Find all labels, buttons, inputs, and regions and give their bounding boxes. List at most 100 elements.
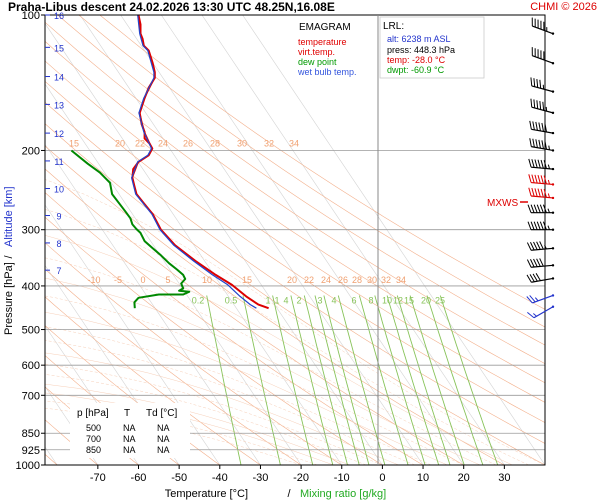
mixing-ratio-line (358, 295, 409, 465)
wind-barb-feather (535, 121, 538, 131)
wind-barb (529, 120, 555, 135)
lrl-alt: alt: 6238 m ASL (387, 34, 451, 44)
wind-barbs (526, 17, 555, 319)
wind-barb-feather (528, 187, 532, 197)
altitude-axis: 16 15 14 13 12 11 10 9 8 7 (45, 11, 64, 276)
wind-barb-half-feather (534, 297, 539, 302)
mixing-ratio-line (242, 295, 281, 465)
x-tick-label: -10 (334, 472, 350, 484)
wind-barb-feather (535, 273, 541, 281)
wind-barb-feather (529, 120, 532, 130)
table-row-500-p: 500 (86, 423, 101, 433)
wind-barb-half-feather (547, 225, 550, 230)
profile-series (70, 15, 269, 310)
wind-barb-feather (530, 242, 535, 251)
wind-barb-half-feather (547, 164, 550, 169)
table-row-850-t: NA (123, 445, 136, 455)
dry-adiabat-label-upper: 34 (289, 138, 299, 148)
moist-adiabat-line (45, 363, 383, 465)
mixing-ratio-label: 15 (404, 295, 414, 305)
x-tick-label: -20 (293, 472, 309, 484)
wind-barb-feather (533, 221, 538, 230)
wind-barb-feather (537, 159, 541, 169)
wind-barb-feather (530, 77, 533, 86)
table-row-850-p: 850 (86, 445, 101, 455)
isotherm-line (120, 15, 424, 465)
table-row-500-td: NA (157, 423, 170, 433)
dry-adiabat-label-upper: 32 (264, 138, 274, 148)
wind-barb-feather (534, 159, 538, 168)
table-header-t: T (124, 408, 130, 419)
wind-barb-feather (532, 121, 535, 130)
legend-item-temperature: temperature (298, 37, 347, 47)
x-tick-label: 0 (379, 472, 385, 484)
lrl-temp: temp: -28.0 °C (387, 55, 446, 65)
lrl-box-bg (379, 16, 485, 79)
wind-barb-feather (531, 174, 535, 183)
chart-title: Praha-Libus descent 24.02.2026 13:30 UTC… (8, 0, 335, 14)
isotherm-line (45, 385, 99, 465)
wind-barb-feather (533, 78, 536, 87)
table-row-700-td: NA (157, 434, 170, 444)
legend-item-dew-point: dew point (298, 57, 337, 67)
mixing-ratio-label: 8 (368, 295, 373, 305)
dry-adiabat-label-upper: 15 (69, 138, 79, 148)
wind-barb-feather (527, 204, 532, 213)
wind-barb-feather (533, 99, 536, 109)
mixing-ratio-line (314, 295, 360, 465)
x-tick-label: 10 (417, 472, 429, 484)
wind-barb (530, 98, 555, 115)
isotherm-line (45, 264, 180, 465)
mixing-ratio-line (409, 295, 465, 465)
mixing-ratio-lines (206, 295, 499, 465)
wind-barb (526, 258, 555, 268)
wind-barb (527, 221, 555, 231)
mixing-ratio-label: 0.2 (192, 295, 205, 305)
p-tick-label: 400 (22, 281, 40, 293)
wind-barb-feather (528, 174, 532, 183)
mixing-ratio-line (206, 295, 242, 465)
wind-barb (527, 204, 555, 214)
dry-adiabat-label-upper: 28 (210, 138, 220, 148)
wind-barb-feather (536, 100, 539, 109)
wind-barb-half-feather (547, 193, 550, 198)
wind-barb (530, 77, 555, 93)
wind-barb-feather (543, 160, 547, 169)
wind-barb-base (551, 294, 555, 297)
wind-barb (526, 241, 555, 251)
x-axis-title: Temperature [°C] (165, 488, 248, 500)
p-tick-label: 1000 (16, 460, 40, 472)
wind-barb-feather (537, 188, 541, 197)
lrl-dwpt: dwpt: -60.9 °C (387, 65, 445, 75)
wind-barb-staff (531, 247, 554, 251)
wind-barb-feather (538, 139, 541, 149)
x-axis-title-separator: / (287, 488, 291, 500)
alt-tick-label: 8 (56, 239, 61, 249)
wind-barb-base (551, 277, 555, 280)
p-tick-label: 500 (22, 325, 40, 337)
mixing-ratio-label: 1 (265, 295, 270, 305)
wind-barb-feather (533, 204, 538, 213)
wind-barb-feather (533, 258, 538, 267)
dry-adiabat-label-upper: 20 (115, 138, 125, 148)
p-tick-label: 300 (22, 225, 40, 237)
wind-barb-feather (542, 221, 547, 230)
pressure-axis: 100 200 300 400 500 600 700 850 925 1000 (16, 10, 45, 472)
wind-barb-feather (541, 140, 544, 149)
mixing-ratio-line (337, 295, 386, 465)
wind-barb-feather (542, 101, 545, 111)
isotherm-line (45, 204, 221, 465)
legend-box (294, 16, 376, 78)
wind-barb-feather (540, 188, 544, 198)
p-tick-label: 925 (22, 445, 40, 457)
wind-barb-feather (532, 138, 535, 148)
wind-barb (528, 158, 555, 171)
wind-barb-feather (526, 259, 532, 268)
dry-adiabat-label-lower: 22 (304, 275, 314, 285)
moist-adiabat-line (45, 209, 529, 465)
mixing-ratio-line (323, 295, 370, 465)
legend-item-wet-bulb: wet bulb temp. (297, 67, 357, 77)
wind-barb-feather (534, 188, 538, 197)
wind-barb-feather (537, 174, 541, 184)
moist-adiabat-line (45, 295, 464, 465)
